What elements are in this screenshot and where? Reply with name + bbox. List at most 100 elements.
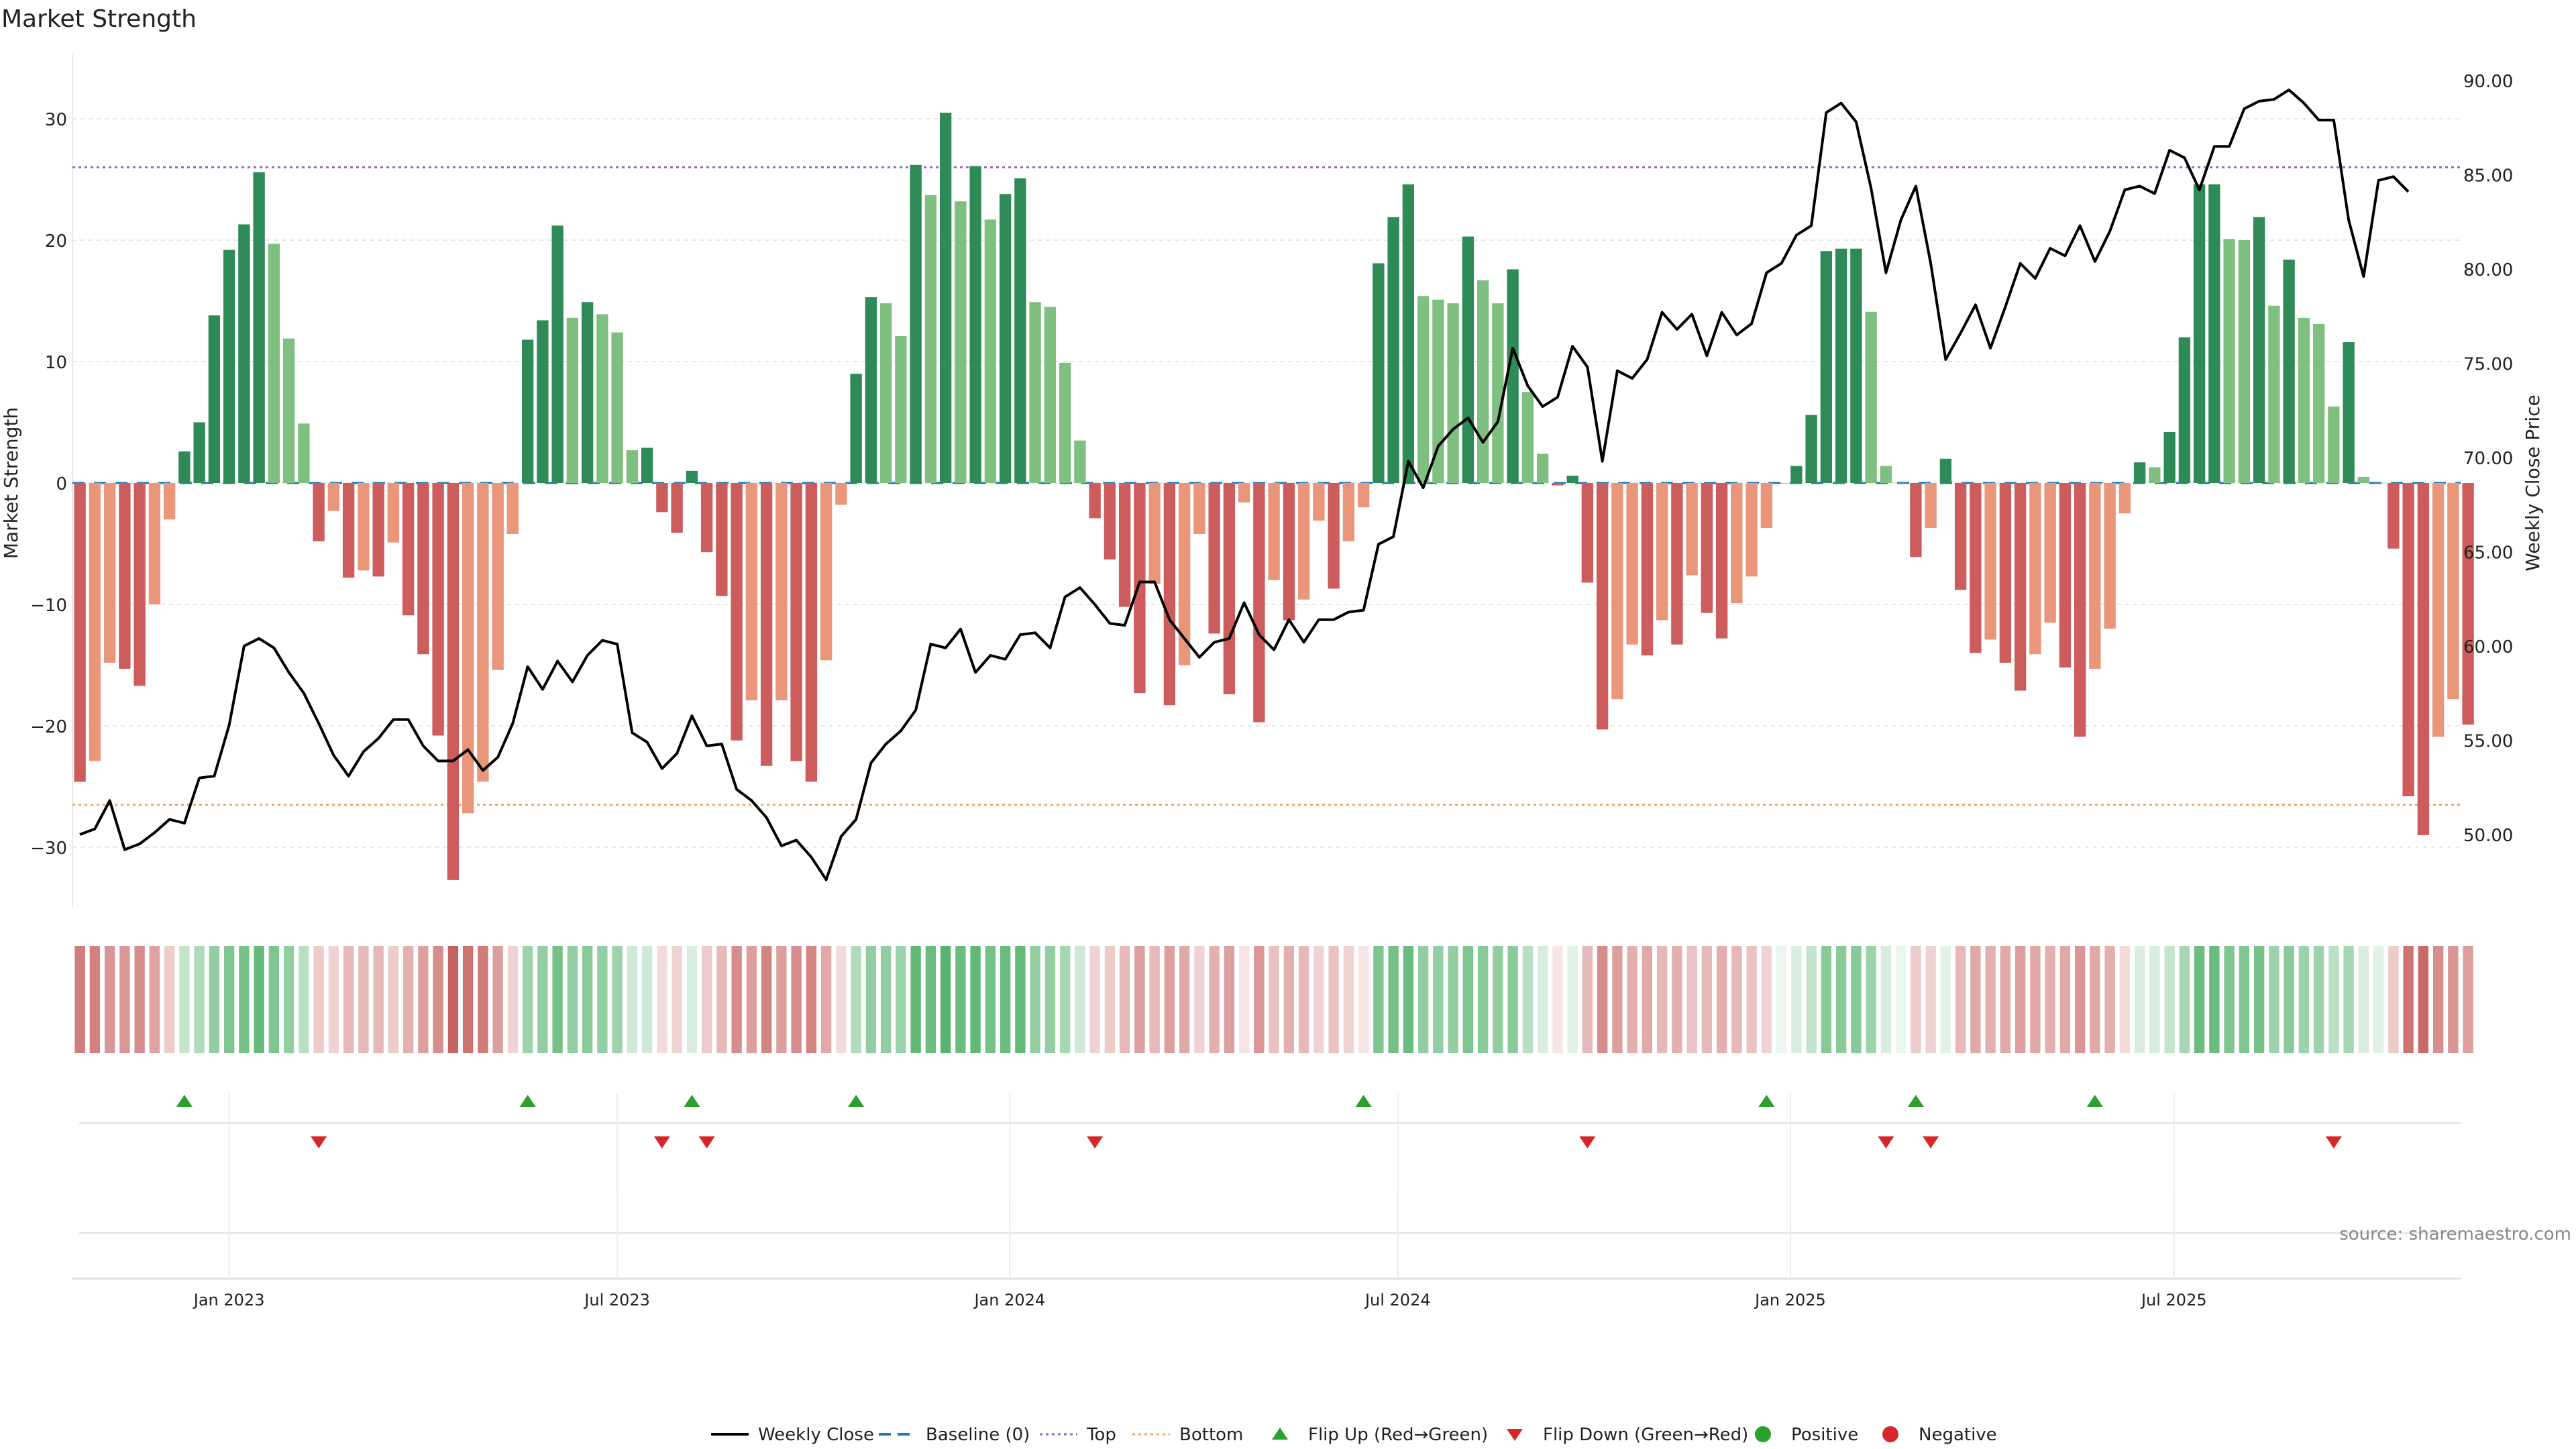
heat-cell bbox=[1104, 946, 1116, 1053]
strength-bar bbox=[1925, 483, 1937, 528]
heat-cell bbox=[209, 946, 220, 1053]
strength-bar bbox=[1492, 303, 1504, 483]
strength-bar bbox=[2283, 259, 2295, 483]
strength-bar bbox=[1521, 392, 1534, 483]
heat-cell bbox=[1940, 946, 1951, 1053]
strength-bar bbox=[2163, 431, 2176, 483]
heat-cell bbox=[851, 946, 861, 1053]
heat-cell bbox=[1701, 946, 1713, 1053]
strength-bar bbox=[1626, 483, 1638, 645]
strength-bar bbox=[372, 483, 384, 577]
source-label: source: sharemaestro.com bbox=[2339, 1224, 2571, 1244]
strength-bar bbox=[1373, 263, 1385, 483]
flip-down-marker bbox=[1878, 1136, 1894, 1148]
heat-cell bbox=[776, 946, 787, 1053]
strength-bar bbox=[1805, 415, 1817, 483]
legend-item-bottom: Bottom bbox=[1132, 1425, 1243, 1445]
strength-bar bbox=[2014, 483, 2027, 691]
heat-cell bbox=[1209, 946, 1220, 1053]
heat-cell bbox=[1612, 946, 1623, 1053]
heat-cell bbox=[2119, 946, 2131, 1053]
strength-bar bbox=[969, 166, 981, 483]
strength-bar bbox=[1611, 483, 1623, 700]
heat-cell bbox=[2090, 946, 2100, 1053]
strength-bar bbox=[282, 338, 295, 483]
strength-bar bbox=[342, 483, 355, 578]
heat-cell bbox=[1672, 946, 1682, 1053]
heat-cell bbox=[1179, 946, 1190, 1053]
heat-cell bbox=[1433, 946, 1444, 1053]
strength-bar bbox=[611, 332, 623, 483]
heat-cell bbox=[672, 946, 682, 1053]
strength-bar bbox=[506, 483, 519, 535]
heat-cell bbox=[1866, 946, 1876, 1053]
heat-cell bbox=[2149, 946, 2160, 1053]
heat-cell bbox=[1119, 946, 1130, 1053]
strength-bar bbox=[671, 483, 683, 533]
flip-up-marker bbox=[684, 1095, 700, 1107]
strength-bar bbox=[2343, 342, 2355, 483]
strength-bar bbox=[2387, 483, 2400, 549]
heat-cell bbox=[1164, 946, 1175, 1053]
flip-up-marker bbox=[1355, 1095, 1372, 1107]
flip-down-marker bbox=[1087, 1136, 1104, 1148]
heat-cell bbox=[820, 946, 832, 1053]
strength-bar bbox=[1387, 217, 1399, 483]
strength-bar bbox=[1268, 483, 1280, 580]
flip-down-marker bbox=[698, 1136, 715, 1148]
strength-bar bbox=[656, 483, 668, 513]
flip-down-marker bbox=[311, 1136, 327, 1148]
strength-bar bbox=[268, 244, 280, 483]
legend-item-flip-down: Flip Down (Green→Red) bbox=[1507, 1425, 1748, 1445]
heat-cell bbox=[2134, 946, 2145, 1053]
heat-cell bbox=[223, 946, 235, 1053]
strength-bar bbox=[939, 112, 952, 483]
flip-down-marker bbox=[2325, 1136, 2342, 1148]
heat-cell bbox=[2209, 946, 2220, 1053]
strength-bar bbox=[1775, 483, 1788, 484]
y-tick-label: 20 bbox=[45, 231, 67, 252]
heat-cell bbox=[2284, 946, 2294, 1053]
strength-bar bbox=[1581, 483, 1594, 583]
heat-cell bbox=[2074, 946, 2086, 1053]
heat-cell bbox=[2000, 946, 2011, 1053]
heat-cell bbox=[985, 946, 996, 1053]
heat-cell bbox=[299, 946, 309, 1053]
heat-cell bbox=[1030, 946, 1040, 1053]
heat-cell bbox=[134, 946, 145, 1053]
strength-bar bbox=[2193, 184, 2206, 483]
heat-cell bbox=[1761, 946, 1772, 1053]
legend-positive-dot-icon bbox=[1755, 1426, 1771, 1442]
heat-cell bbox=[1075, 946, 1085, 1053]
y2-tick-label: 75.00 bbox=[2463, 355, 2513, 375]
heat-cell bbox=[1403, 946, 1414, 1053]
y-axis-label-right: Weekly Close Price bbox=[2522, 394, 2544, 571]
y-axis-left: 30 20 10 0 −10 −20 −30 bbox=[30, 110, 67, 859]
strength-bar bbox=[521, 339, 534, 483]
flip-down-marker bbox=[653, 1136, 670, 1148]
y-tick-label: −20 bbox=[30, 717, 67, 737]
x-tick-label: Jul 2024 bbox=[1364, 1291, 1431, 1309]
y2-tick-label: 60.00 bbox=[2463, 637, 2513, 657]
heat-cell bbox=[418, 946, 429, 1053]
heat-cell bbox=[492, 946, 503, 1053]
strength-bar bbox=[551, 225, 564, 483]
strength-bar bbox=[2149, 467, 2161, 483]
heat-cell bbox=[1776, 946, 1787, 1053]
strength-bar bbox=[327, 483, 340, 511]
heat-cell bbox=[1417, 946, 1429, 1053]
heat-cell bbox=[2269, 946, 2279, 1053]
heat-cell bbox=[1582, 946, 1593, 1053]
strength-bar bbox=[2029, 483, 2041, 655]
heat-cell bbox=[2298, 946, 2310, 1053]
strength-bar bbox=[1193, 483, 1205, 535]
x-tick-label: Jan 2025 bbox=[1754, 1291, 1826, 1309]
y-tick-label: −10 bbox=[30, 596, 67, 616]
strength-bar bbox=[1238, 483, 1250, 502]
heat-cell bbox=[1493, 946, 1503, 1053]
strength-bar bbox=[1656, 483, 1668, 621]
heat-cell bbox=[686, 946, 698, 1053]
heat-cell bbox=[761, 946, 772, 1053]
y-tick-label: −30 bbox=[30, 839, 67, 859]
legend-label: Flip Down (Green→Red) bbox=[1543, 1425, 1748, 1445]
